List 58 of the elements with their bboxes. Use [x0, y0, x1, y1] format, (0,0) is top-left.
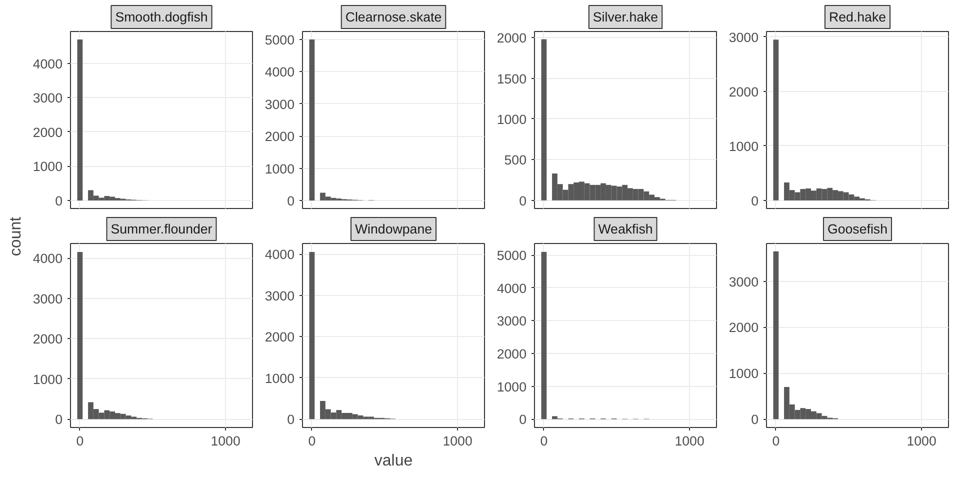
- y-tick-label: 0: [287, 412, 295, 428]
- x-tick-label: 1000: [210, 434, 240, 448]
- x-tick-label: 0: [772, 434, 780, 448]
- x-tick-label: 1000: [442, 434, 472, 448]
- chart-title: Silver.hake: [592, 10, 658, 24]
- y-tick-label: 500: [504, 152, 527, 168]
- x-tick-label: 1000: [906, 434, 936, 448]
- y-tick-label: 1000: [728, 366, 759, 382]
- y-tick-label: 2000: [264, 330, 295, 345]
- y-tick-label: 4000: [32, 56, 63, 72]
- y-tick-label: 4000: [32, 251, 63, 266]
- y-tick-label: 3000: [728, 30, 759, 45]
- y-axis-title: count: [8, 216, 25, 256]
- y-tick-label: 3000: [728, 274, 759, 290]
- y-tick-label: 0: [751, 193, 759, 208]
- x-tick-label: 0: [76, 434, 84, 448]
- y-tick-label: 2000: [496, 346, 527, 362]
- y-tick-label: 3000: [496, 314, 527, 329]
- y-tick-label: 1000: [264, 161, 295, 176]
- chart-title: Clearnose.skate: [345, 10, 442, 24]
- y-tick-label: 1000: [496, 112, 527, 127]
- y-tick-label: 0: [751, 412, 759, 428]
- y-tick-label: 0: [55, 412, 63, 428]
- chart-title: Summer.flounder: [110, 222, 213, 236]
- y-tick-label: 2000: [32, 332, 63, 347]
- chart-title: Red.hake: [828, 10, 886, 24]
- chart-title: Smooth.dogfish: [115, 10, 208, 24]
- y-tick-label: 1000: [32, 372, 63, 387]
- y-tick-label: 4000: [496, 280, 527, 296]
- y-tick-label: 1000: [32, 159, 63, 174]
- y-tick-label: 0: [519, 193, 527, 208]
- y-tick-label: 3000: [32, 291, 63, 306]
- chart-title: Weakfish: [598, 222, 653, 236]
- x-tick-label: 1000: [674, 434, 704, 448]
- y-tick-label: 2000: [728, 320, 759, 336]
- x-axis-title: value: [374, 452, 413, 470]
- y-tick-label: 0: [519, 412, 527, 428]
- y-tick-label: 3000: [264, 288, 295, 304]
- y-tick-label: 1000: [496, 379, 527, 394]
- y-tick-label: 3000: [264, 96, 295, 112]
- x-tick-label: 0: [540, 434, 548, 448]
- y-tick-label: 2000: [728, 84, 759, 100]
- y-tick-label: 0: [287, 193, 295, 208]
- y-tick-label: 5000: [264, 32, 295, 48]
- y-tick-label: 2000: [264, 129, 295, 144]
- y-tick-label: 4000: [264, 247, 295, 262]
- y-tick-label: 0: [55, 193, 63, 208]
- y-tick-label: 1000: [728, 138, 759, 154]
- y-tick-label: 2000: [32, 124, 63, 140]
- y-tick-label: 2000: [496, 30, 527, 46]
- x-tick-label: 0: [308, 434, 316, 448]
- chart-title: Goosefish: [827, 222, 888, 236]
- y-tick-label: 3000: [32, 90, 63, 106]
- y-tick-label: 5000: [496, 248, 527, 264]
- y-tick-label: 1000: [264, 370, 295, 386]
- y-tick-label: 4000: [264, 64, 295, 80]
- chart-title: Windowpane: [354, 222, 432, 236]
- y-tick-label: 1500: [496, 71, 527, 86]
